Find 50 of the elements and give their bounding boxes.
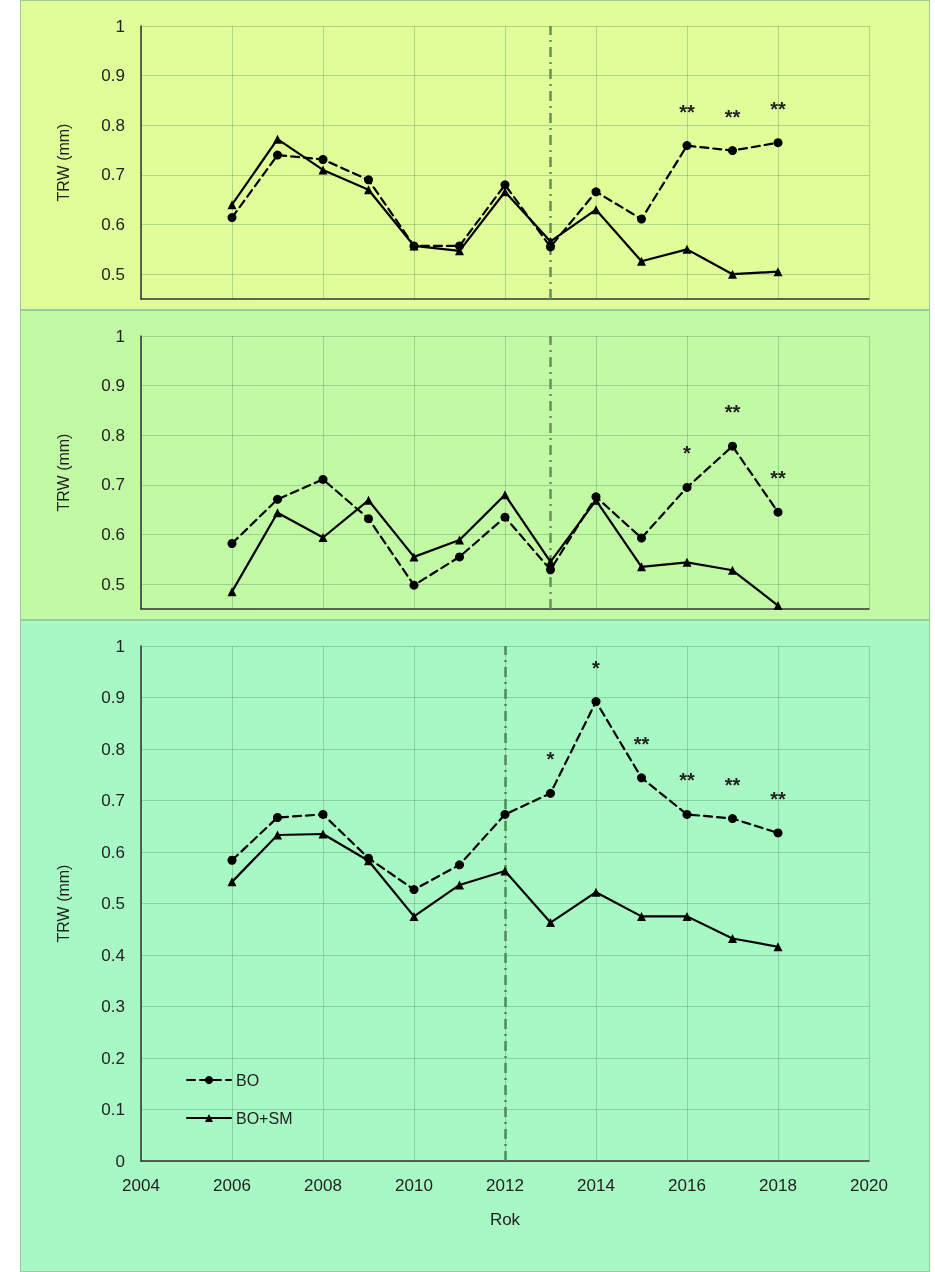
y-tick-label: 0.9 <box>101 688 125 707</box>
y-tick-label: 0.8 <box>101 425 125 445</box>
annotation: ** <box>724 401 741 424</box>
x-tick-label: 2018 <box>759 1176 797 1195</box>
x-tick-label: 2020 <box>850 1176 888 1195</box>
y-tick-label: 0.7 <box>101 165 125 185</box>
y-tick-label: 1 <box>115 16 125 36</box>
annotation: ** <box>770 467 786 490</box>
annotation: ** <box>770 97 786 120</box>
annotation: * <box>546 748 555 771</box>
y-tick-label: 0.3 <box>101 997 125 1016</box>
y-axis-title: TRW (mm) <box>54 433 72 512</box>
y-tick-label: 0.8 <box>101 739 125 759</box>
annotation: ** <box>770 787 786 810</box>
annotation: ** <box>679 769 695 792</box>
x-axis-title: Rok <box>489 1210 521 1229</box>
y-tick-label: 0.5 <box>101 264 125 284</box>
x-tick-label: 2006 <box>213 1176 251 1195</box>
x-tick-label: 2014 <box>577 1176 615 1195</box>
annotation: ** <box>724 773 741 796</box>
x-tick-label: 2008 <box>304 1176 342 1195</box>
x-tick-label: 2012 <box>486 1176 524 1195</box>
y-tick-label: 0.5 <box>101 574 125 594</box>
x-tick-label: 2016 <box>668 1176 706 1195</box>
y-tick-label: 0.6 <box>101 525 125 545</box>
annotation: ** <box>633 732 650 755</box>
x-tick-label: 2004 <box>122 1176 160 1195</box>
legend-label: BO+SM <box>236 1109 293 1127</box>
y-tick-label: 0.4 <box>101 945 125 965</box>
y-tick-label: 0.6 <box>101 842 125 862</box>
y-tick-label: 0.9 <box>101 376 125 396</box>
y-tick-label: 0.7 <box>101 791 125 810</box>
annotation: * <box>683 442 692 465</box>
y-tick-label: 0.5 <box>101 894 125 913</box>
y-tick-label: 0.7 <box>101 475 125 495</box>
annotation: * <box>592 656 601 679</box>
y-axis-title: TRW (mm) <box>54 864 72 943</box>
y-tick-label: 0.6 <box>101 215 125 235</box>
y-tick-label: 0.8 <box>101 115 125 135</box>
annotation: ** <box>679 100 695 123</box>
legend-label: BO <box>236 1071 260 1089</box>
y-tick-label: 1 <box>115 636 125 656</box>
y-tick-label: 0 <box>115 1151 125 1171</box>
y-tick-label: 0.1 <box>101 1100 125 1119</box>
annotation: ** <box>724 105 741 128</box>
x-tick-label: 2010 <box>395 1176 433 1195</box>
y-tick-label: 1 <box>115 326 125 346</box>
y-tick-label: 0.9 <box>101 66 125 86</box>
y-axis-title: TRW (mm) <box>54 123 72 202</box>
y-tick-label: 0.2 <box>101 1048 125 1068</box>
